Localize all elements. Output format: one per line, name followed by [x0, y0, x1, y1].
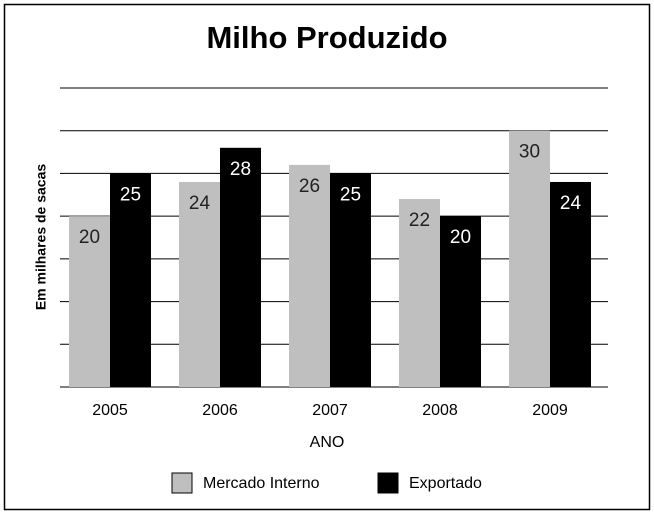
- bar: [330, 173, 371, 387]
- bar: [509, 130, 550, 387]
- value-label: 20: [79, 227, 100, 248]
- value-label: 28: [230, 159, 251, 180]
- bar: [110, 173, 151, 387]
- value-label: 24: [189, 193, 211, 214]
- bar: [220, 147, 261, 387]
- value-label: 30: [519, 142, 540, 163]
- legend-label: Exportado: [409, 475, 482, 492]
- value-label: 20: [450, 227, 471, 248]
- x-tick-label: 2009: [532, 402, 568, 419]
- chart-title: Milho Produzido: [206, 20, 447, 55]
- value-label: 25: [340, 184, 361, 205]
- y-axis-label: Em milhares de sacas: [33, 164, 49, 311]
- legend-swatch: [171, 472, 193, 494]
- value-label: 22: [409, 210, 430, 231]
- value-label: 24: [560, 193, 582, 214]
- x-axis-label: ANO: [310, 434, 345, 451]
- x-tick-label: 2007: [312, 402, 348, 419]
- bar: [399, 199, 440, 387]
- value-label: 25: [120, 184, 141, 205]
- x-tick-label: 2008: [422, 402, 458, 419]
- x-tick-label: 2005: [92, 402, 128, 419]
- bar: [69, 216, 110, 387]
- value-label: 26: [299, 176, 320, 197]
- x-tick-label: 2006: [202, 402, 238, 419]
- bar: [440, 216, 481, 387]
- bar: [179, 181, 220, 387]
- bar: [289, 164, 330, 387]
- legend-swatch: [377, 472, 399, 494]
- legend-label: Mercado Interno: [203, 475, 320, 492]
- bar: [550, 181, 591, 387]
